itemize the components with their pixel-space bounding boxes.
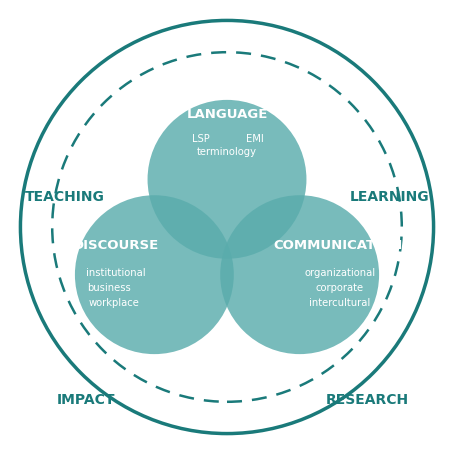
Text: RESEARCH: RESEARCH: [326, 394, 410, 407]
Text: TEACHING: TEACHING: [25, 191, 105, 204]
Text: intercultural: intercultural: [309, 298, 370, 308]
Text: COMMUNICATION: COMMUNICATION: [274, 239, 403, 252]
Text: LEARNING: LEARNING: [350, 191, 429, 204]
Text: DISCOURSE: DISCOURSE: [73, 239, 159, 252]
Text: LSP: LSP: [192, 134, 210, 144]
Circle shape: [220, 195, 379, 354]
Text: LANGUAGE: LANGUAGE: [186, 108, 268, 121]
Circle shape: [75, 195, 234, 354]
Text: organizational: organizational: [304, 268, 375, 278]
Text: EMI: EMI: [246, 134, 264, 144]
Text: workplace: workplace: [89, 298, 140, 308]
Text: terminology: terminology: [197, 147, 257, 157]
Text: business: business: [87, 283, 131, 293]
Text: corporate: corporate: [316, 283, 364, 293]
Text: institutional: institutional: [86, 268, 146, 278]
Text: IMPACT: IMPACT: [57, 394, 115, 407]
Circle shape: [148, 100, 306, 259]
